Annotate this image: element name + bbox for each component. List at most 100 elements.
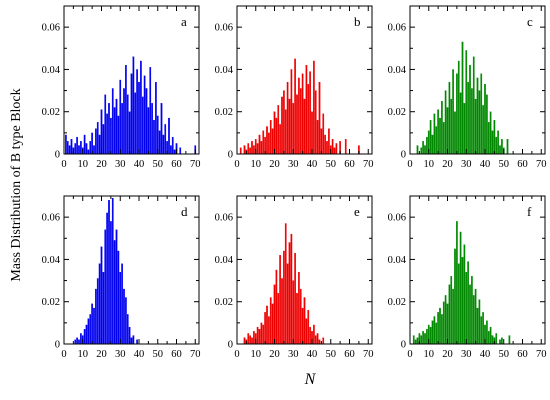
bar [331,139,334,155]
bar [85,143,88,155]
bar [416,337,419,345]
bar [493,120,496,155]
panel-label: b [354,14,361,29]
bar [299,288,302,345]
bar [269,297,272,345]
bar [123,288,125,345]
bar [499,339,501,345]
x-tick-label: 20 [442,159,453,170]
bar [249,335,251,345]
y-tick-label: 0 [401,340,406,351]
bar [110,117,112,155]
bar [486,94,488,155]
bar [268,132,270,155]
bar [424,333,426,345]
panel-d: 0 10 20 30 40 50 60 70 0 0.02 0.04 0.06 d [42,195,201,360]
bar [113,240,116,345]
bar [429,326,432,345]
bar [299,88,302,155]
bar [279,255,281,345]
bar [318,339,321,345]
x-tick-label: 70 [190,159,201,170]
bar [111,88,114,155]
bar [100,109,103,155]
bar [495,333,498,345]
bar [78,145,80,155]
plot-frame [63,5,200,155]
bar [126,94,129,155]
y-tick-label: 0.06 [215,213,233,224]
bar [450,98,453,155]
bar [264,312,266,345]
x-tick-label: 50 [153,159,164,170]
bar [162,134,165,155]
bar [459,92,462,155]
bar [437,109,439,155]
bar [472,295,475,345]
bar [149,67,152,155]
bar [442,301,445,345]
panel-e: 0 10 20 30 40 50 60 70 0 0.02 0.04 0.06 e [215,195,374,360]
bar [125,297,127,345]
bar [318,81,321,155]
y-tick-label: 0.06 [42,23,60,34]
bar [91,132,93,155]
bar [305,318,308,345]
panel-c: 0 10 20 30 40 50 60 70 0 0.02 0.04 0.06 c [388,5,547,170]
bar [298,271,300,345]
bar [467,261,469,345]
bar [344,139,347,155]
bar [271,303,274,345]
bar [121,263,123,345]
bar [284,223,287,345]
x-tick-label: 60 [344,349,355,360]
x-tick-label: 20 [442,349,453,360]
x-tick-label: 40 [134,159,145,170]
bar [253,145,255,155]
bar [136,339,138,345]
bar [281,96,283,155]
bar [322,113,325,155]
bar [83,329,86,345]
x-tick-label: 30 [461,159,472,170]
x-tick-label: 10 [424,349,435,360]
bar [145,88,148,155]
bar [151,103,153,155]
bar [249,147,251,155]
x-tick-label: 30 [288,159,299,170]
x-tick-label: 10 [78,349,89,360]
bar [256,143,259,155]
x-tick-label: 60 [517,159,528,170]
bar [303,297,306,345]
bar [141,96,144,155]
bar [253,331,255,345]
bar [74,339,77,345]
bar [474,288,477,345]
bar [457,60,460,155]
bar [476,77,479,155]
bar [247,333,250,345]
x-tick-label: 60 [517,349,528,360]
y-tick-label: 0 [401,150,406,161]
bar [296,94,298,155]
bar [288,242,291,345]
bar [290,233,293,345]
x-tick-label: 70 [536,159,547,170]
bar [123,88,125,155]
bar [442,122,445,155]
x-tick-label: 10 [251,349,262,360]
bar [102,271,105,345]
bar [491,335,494,345]
bar [179,147,182,155]
bar [316,120,319,155]
bar [95,288,97,345]
bar [284,109,287,155]
bar [117,250,120,345]
bar [119,271,122,345]
bar [491,130,494,155]
panel-label: a [181,14,187,29]
bar [104,229,107,345]
bar [158,130,161,155]
bar [439,117,441,155]
